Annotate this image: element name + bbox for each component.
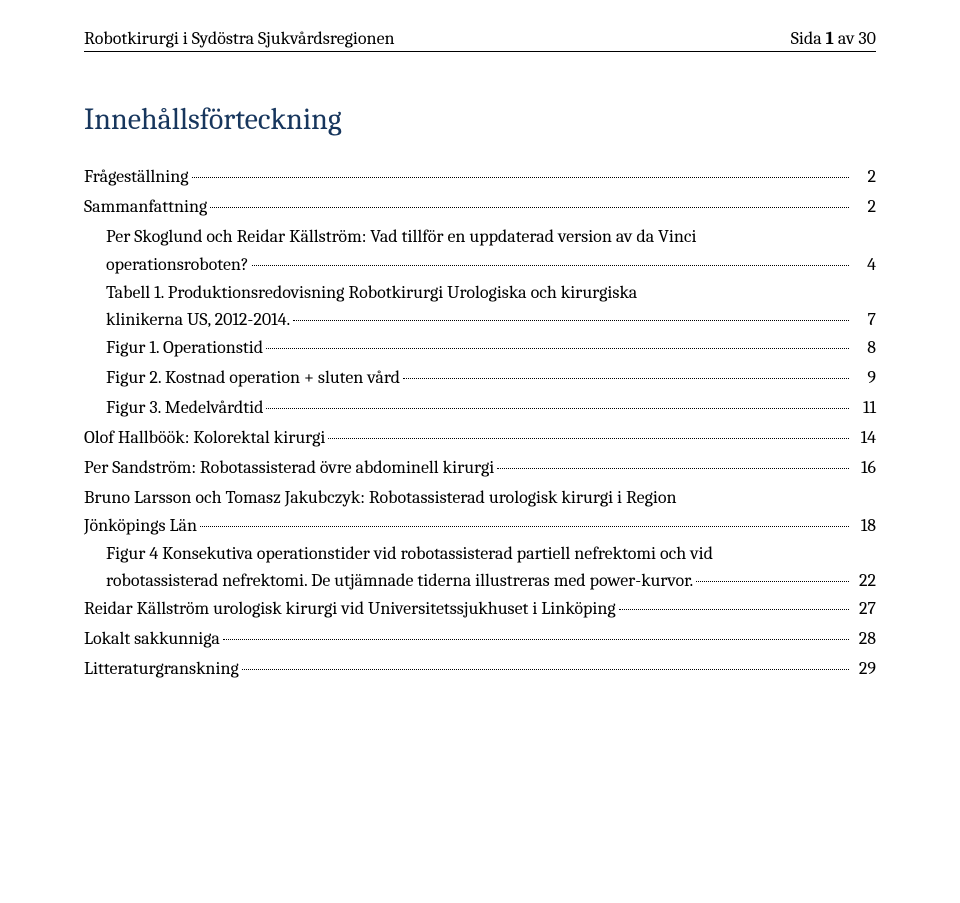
toc-leader xyxy=(696,581,849,582)
toc-entry-text: robotassisterad nefrektomi. De utjämnade… xyxy=(106,567,693,595)
toc-entry: Bruno Larsson och Tomasz Jakubczyk: Robo… xyxy=(84,484,876,540)
toc-entry: Figur 1. Operationstid 8 xyxy=(84,334,876,362)
toc-page-number: 2 xyxy=(852,193,876,221)
toc-entry-text: Jönköpings Län xyxy=(84,512,197,540)
header-page-number: 1 xyxy=(826,28,834,49)
toc-leader xyxy=(200,526,849,527)
toc-entry-row: Jönköpings Län 18 xyxy=(84,512,876,540)
toc-entry: Frågeställning 2 xyxy=(84,163,876,191)
toc-entry-text: Sammanfattning xyxy=(84,193,207,221)
toc-entry-text: Figur 3. Medelvårdtid xyxy=(106,394,263,422)
toc-entry-text: Frågeställning xyxy=(84,163,189,191)
toc-entry-text: klinikerna US, 2012-2014. xyxy=(106,306,290,334)
toc-entry-row: robotassisterad nefrektomi. De utjämnade… xyxy=(106,567,876,595)
toc-leader xyxy=(223,639,849,640)
toc-page-number: 18 xyxy=(852,512,876,540)
toc-entry-text: Olof Hallböök: Kolorektal kirurgi xyxy=(84,424,325,452)
page-container: Robotkirurgi i Sydöstra Sjukvårdsregione… xyxy=(0,0,960,725)
toc-page-number: 28 xyxy=(852,625,876,653)
toc-entry: Olof Hallböök: Kolorektal kirurgi 14 xyxy=(84,424,876,452)
header-right-text: Sida 1 av 30 xyxy=(791,28,876,49)
toc-entry-row: klinikerna US, 2012-2014. 7 xyxy=(106,306,876,334)
toc-entry-text: Bruno Larsson och Tomasz Jakubczyk: Robo… xyxy=(84,484,876,512)
toc-title: Innehållsförteckning xyxy=(84,102,876,137)
toc-entry-text: Litteraturgranskning xyxy=(84,655,239,683)
toc-entry-text: Figur 1. Operationstid xyxy=(106,334,263,362)
toc-leader xyxy=(497,468,849,469)
toc-leader xyxy=(252,265,849,266)
toc-page-number: 16 xyxy=(852,454,876,482)
toc-page-number: 2 xyxy=(852,163,876,191)
toc-page-number: 29 xyxy=(852,655,876,683)
toc-leader xyxy=(403,378,849,379)
toc-leader xyxy=(328,438,849,439)
header-right-suffix: av 30 xyxy=(834,28,876,49)
toc-leader xyxy=(242,669,849,670)
header-right-prefix: Sida xyxy=(791,28,826,49)
toc-entry-row: operationsroboten? 4 xyxy=(106,251,876,279)
toc-leader xyxy=(266,408,849,409)
page-header: Robotkirurgi i Sydöstra Sjukvårdsregione… xyxy=(84,28,876,52)
toc-entry-text: Reidar Källström urologisk kirurgi vid U… xyxy=(84,595,616,623)
toc-entry-text: Per Sandström: Robotassisterad övre abdo… xyxy=(84,454,494,482)
toc-entry: Figur 2. Kostnad operation + sluten vård… xyxy=(84,364,876,392)
toc-entry-text: Per Skoglund och Reidar Källström: Vad t… xyxy=(106,223,876,251)
toc-entry-text: Lokalt sakkunniga xyxy=(84,625,220,653)
toc-entry: Litteraturgranskning 29 xyxy=(84,655,876,683)
toc-entry-text: Tabell 1. Produktionsredovisning Robotki… xyxy=(106,279,876,307)
toc-entry: Figur 3. Medelvårdtid 11 xyxy=(84,394,876,422)
header-left-text: Robotkirurgi i Sydöstra Sjukvårdsregione… xyxy=(84,28,395,49)
toc-page-number: 27 xyxy=(852,595,876,623)
toc-page-number: 7 xyxy=(852,306,876,334)
toc-entry-text: operationsroboten? xyxy=(106,251,249,279)
toc-entry: Figur 4 Konsekutiva operationstider vid … xyxy=(84,540,876,596)
table-of-contents: Frågeställning2Sammanfattning2Per Skoglu… xyxy=(84,163,876,683)
toc-entry: Sammanfattning 2 xyxy=(84,193,876,221)
toc-entry: Tabell 1. Produktionsredovisning Robotki… xyxy=(84,279,876,335)
toc-entry: Per Sandström: Robotassisterad övre abdo… xyxy=(84,454,876,482)
toc-entry-text: Figur 4 Konsekutiva operationstider vid … xyxy=(106,540,876,568)
toc-page-number: 9 xyxy=(852,364,876,392)
toc-leader xyxy=(619,609,849,610)
toc-page-number: 14 xyxy=(852,424,876,452)
toc-entry: Lokalt sakkunniga 28 xyxy=(84,625,876,653)
toc-page-number: 4 xyxy=(852,251,876,279)
toc-entry: Per Skoglund och Reidar Källström: Vad t… xyxy=(84,223,876,279)
toc-entry-text: Figur 2. Kostnad operation + sluten vård xyxy=(106,364,400,392)
toc-leader xyxy=(266,348,849,349)
toc-page-number: 8 xyxy=(852,334,876,362)
toc-leader xyxy=(210,207,849,208)
toc-page-number: 11 xyxy=(852,394,876,422)
toc-entry: Reidar Källström urologisk kirurgi vid U… xyxy=(84,595,876,623)
toc-leader xyxy=(192,177,849,178)
toc-leader xyxy=(293,320,849,321)
toc-page-number: 22 xyxy=(852,567,876,595)
